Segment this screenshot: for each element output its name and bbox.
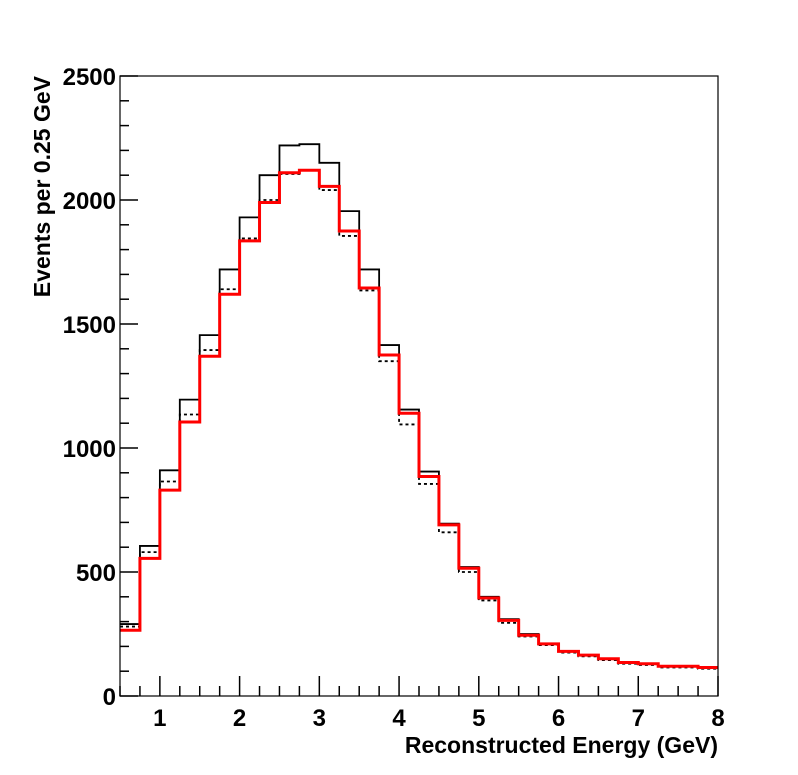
x-axis-title: Reconstructed Energy (GeV): [405, 732, 718, 758]
y-axis-title: Events per 0.25 GeV: [29, 75, 55, 297]
plot-area: [120, 143, 718, 670]
x-tick-label: 1: [153, 705, 166, 732]
y-tick-label: 1500: [63, 312, 116, 339]
y-tick-label: 2500: [63, 64, 116, 91]
y-tick-label: 0: [103, 684, 116, 711]
x-tick-label: 3: [313, 705, 326, 732]
x-tick-label: 2: [233, 705, 246, 732]
x-tick-label: 6: [552, 705, 565, 732]
y-tick-label: 500: [76, 560, 116, 587]
x-tick-label: 4: [392, 705, 406, 732]
x-tick-label: 5: [472, 705, 485, 732]
x-tick-label: 7: [632, 705, 645, 732]
x-tick-label: 8: [711, 705, 724, 732]
y-tick-label: 2000: [63, 188, 116, 215]
y-tick-label: 1000: [63, 436, 116, 463]
histogram-series-solid-red: [120, 168, 718, 669]
axis-ticks: [119, 75, 719, 697]
axis-tick-labels: 1 2 3 4 5 6 7 8 0 500 1000 1500 2000 2500: [63, 64, 725, 732]
